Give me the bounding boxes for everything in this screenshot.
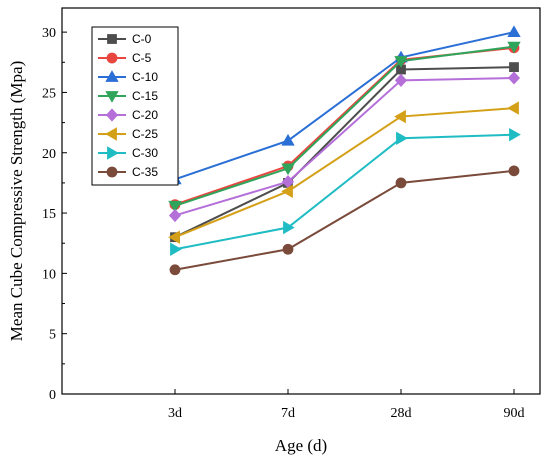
x-axis: 3d 7d 28d 90d xyxy=(168,389,525,421)
legend-label: C-25 xyxy=(132,127,158,141)
series-line xyxy=(174,45,515,207)
legend-label: C-5 xyxy=(132,51,152,65)
legend-marker xyxy=(106,52,118,64)
series-line xyxy=(174,107,515,239)
data-point xyxy=(281,163,295,176)
series-C-35 xyxy=(169,165,520,276)
legend-marker xyxy=(107,146,119,160)
legend-item: C-10 xyxy=(98,70,158,84)
x-tick-label: 7d xyxy=(281,406,295,421)
x-tick-label: 3d xyxy=(168,406,182,421)
legend-marker xyxy=(105,70,119,82)
series-line xyxy=(174,133,515,251)
data-point xyxy=(507,41,521,54)
y-tick-label: 15 xyxy=(42,207,56,222)
data-point xyxy=(282,243,294,255)
data-point xyxy=(168,200,182,213)
legend-label: C-35 xyxy=(132,165,158,179)
y-tick-label: 30 xyxy=(42,26,56,41)
legend-item: C-30 xyxy=(98,146,158,160)
series-C-30 xyxy=(170,127,521,256)
legend-marker xyxy=(105,91,119,103)
y-tick-label: 25 xyxy=(42,86,56,101)
data-point xyxy=(507,71,521,85)
legend-item: C-20 xyxy=(98,108,158,122)
legend-item: C-0 xyxy=(98,32,152,46)
data-point xyxy=(508,165,520,177)
x-tick-label: 90d xyxy=(504,406,525,421)
legend-marker xyxy=(105,127,117,141)
data-point xyxy=(394,56,408,68)
series-line xyxy=(174,169,515,271)
data-point xyxy=(281,133,295,146)
legend-marker xyxy=(106,166,118,178)
legend-label: C-20 xyxy=(132,108,158,122)
data-point xyxy=(507,25,521,38)
data-point xyxy=(394,109,406,124)
legend-item: C-5 xyxy=(98,51,152,65)
legend-marker xyxy=(107,34,117,44)
data-point xyxy=(283,220,295,235)
y-axis-title: Mean Cube Compressive Strength (Mpa) xyxy=(7,61,26,341)
y-tick-label: 0 xyxy=(49,388,56,403)
data-point xyxy=(170,242,182,256)
data-point xyxy=(168,208,182,223)
y-tick-label: 20 xyxy=(42,147,56,162)
series-line xyxy=(174,31,515,181)
data-point xyxy=(395,177,407,189)
legend-item: C-35 xyxy=(98,165,158,179)
data-point xyxy=(509,62,519,73)
data-point xyxy=(507,101,519,115)
legend-label: C-0 xyxy=(132,32,152,46)
y-tick-label: 10 xyxy=(42,267,56,282)
series-line xyxy=(174,76,515,217)
x-axis-title: Age (d) xyxy=(275,436,327,455)
legend-label: C-30 xyxy=(132,146,158,160)
data-point xyxy=(281,184,293,199)
series-C-15 xyxy=(168,41,521,213)
data-point xyxy=(509,127,521,142)
series-line xyxy=(174,66,515,239)
y-axis: 0 5 10 15 20 25 30 xyxy=(42,26,67,403)
legend: C-0 C-5 C-10 C-15 C-20 C-25 C-30 C-35 xyxy=(91,26,179,186)
legend-item: C-15 xyxy=(98,89,158,103)
legend-label: C-10 xyxy=(132,70,158,84)
series-C-20 xyxy=(168,71,521,223)
data-point xyxy=(169,264,181,276)
y-tick-label: 5 xyxy=(49,328,56,343)
legend-box xyxy=(91,26,179,186)
data-point xyxy=(394,73,408,87)
legend-item: C-25 xyxy=(98,127,158,141)
legend-label: C-15 xyxy=(132,89,158,103)
legend-marker xyxy=(105,108,119,122)
data-point xyxy=(396,131,408,145)
x-tick-label: 28d xyxy=(391,406,412,421)
data-point xyxy=(168,230,180,244)
series-C-25 xyxy=(168,101,519,244)
series-layer xyxy=(168,25,521,276)
